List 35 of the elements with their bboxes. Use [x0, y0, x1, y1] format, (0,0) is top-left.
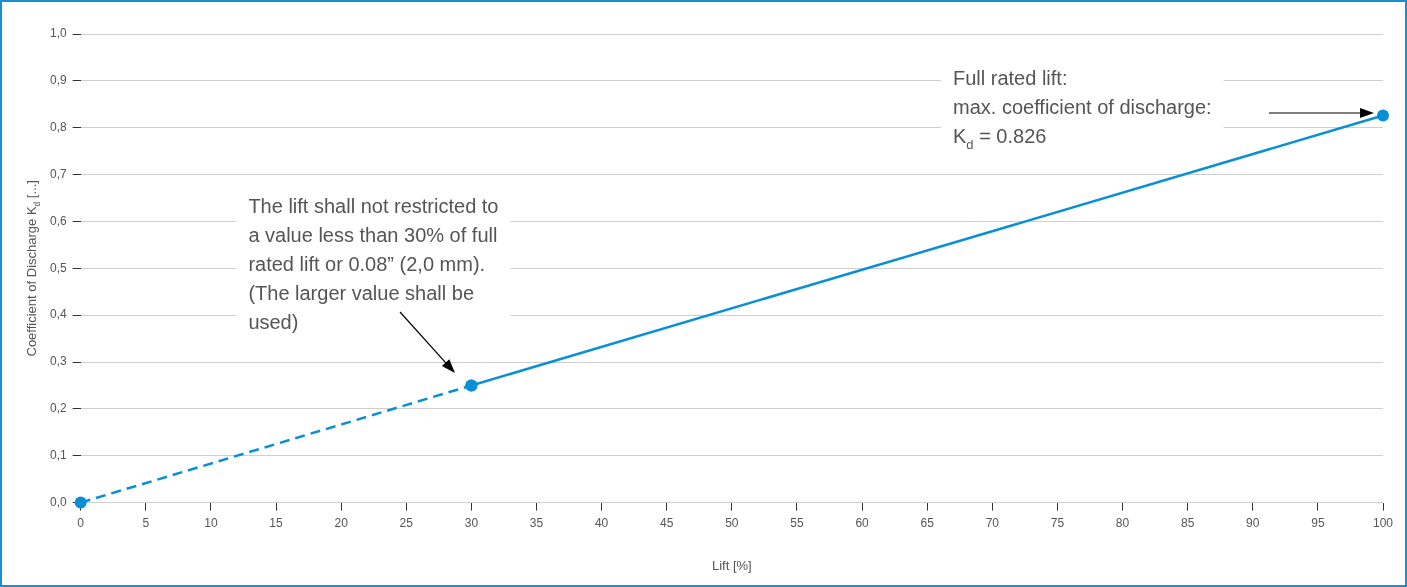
x-tick-label: 40: [594, 516, 609, 531]
y-tick-label: 1,0: [49, 26, 67, 41]
x-tick-label: 20: [334, 516, 349, 531]
x-tick-label: 0: [77, 516, 85, 531]
y-tick-label: 0,7: [49, 166, 67, 181]
y-axis-title: Coefficient of Discharge Kd [...]: [24, 180, 42, 357]
x-tick-label: 75: [1050, 516, 1065, 531]
annotation: The lift shall not restricted to a value less than 30% of full rated lift or 0.08” (2,0 mm). (The larger value shall be used): [248, 195, 499, 334]
x-tick-label: 55: [790, 516, 804, 531]
y-tick-label: 0,6: [49, 213, 67, 228]
y-tick-label: 0,0: [49, 494, 67, 509]
x-tick-label: 60: [855, 516, 870, 531]
x-tick-label: 95: [1311, 516, 1325, 531]
x-tick-label: 10: [204, 516, 218, 531]
y-tick-label: 0,8: [49, 120, 67, 135]
y-tick-label: 0,3: [49, 354, 67, 369]
x-tick-label: 25: [399, 516, 414, 531]
x-axis-title: Lift [%]: [711, 558, 752, 573]
y-tick-label: 0,1: [49, 448, 67, 463]
x-tick-label: 15: [269, 516, 284, 531]
x-tick-label: 70: [985, 516, 1000, 531]
x-tick-label: 5: [142, 516, 150, 531]
y-tick-label: 0,2: [49, 401, 67, 416]
x-tick-label: 30: [464, 516, 479, 531]
x-tick-label: 80: [1115, 516, 1130, 531]
x-tick-label: 85: [1180, 516, 1195, 531]
x-tick-label: 35: [529, 516, 544, 531]
x-tick-label: 45: [660, 516, 674, 531]
y-tick-label: 0,9: [49, 73, 67, 88]
x-tick-label: 50: [725, 516, 739, 531]
y-tick-label: 0,5: [49, 260, 67, 275]
y-tick-label: 0,4: [49, 307, 67, 322]
x-tick-label: 100: [1372, 516, 1394, 531]
x-tick-label: 65: [920, 516, 935, 531]
x-tick-label: 90: [1246, 516, 1260, 531]
